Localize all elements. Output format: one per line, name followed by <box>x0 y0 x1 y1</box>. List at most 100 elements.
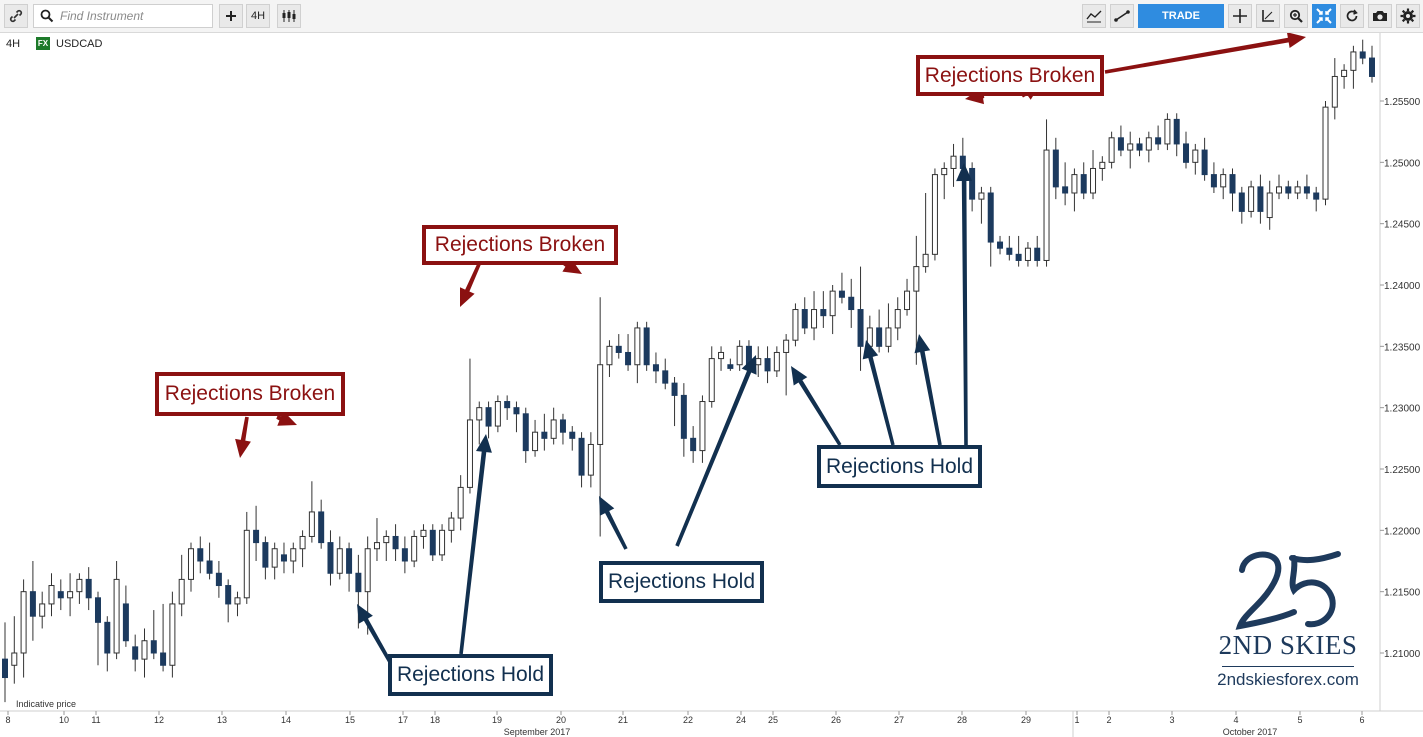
date-axis: 8 10 11 12 13 14 15 17 18 19 20 21 22 24 25 26 27 28 29 1 2 3… <box>0 710 1423 737</box>
candle-body-up <box>1099 161 1106 169</box>
price-tick-label: 1.21500 <box>1384 588 1421 599</box>
candle <box>1155 125 1162 151</box>
candle <box>1173 113 1180 157</box>
candle-body-up <box>922 253 929 268</box>
find-instrument-input[interactable] <box>60 8 208 24</box>
studies-icon <box>1086 10 1102 23</box>
candle <box>1117 125 1124 157</box>
candle-body-up <box>20 591 27 654</box>
candle-body-down <box>625 351 632 366</box>
date-tick-label: 5 <box>1297 715 1302 725</box>
candle <box>792 303 799 347</box>
timeframe-button[interactable]: 4H <box>246 4 270 28</box>
candle-body-up <box>336 548 343 574</box>
annotation-arrow <box>956 163 973 445</box>
candle-body-down <box>690 437 697 452</box>
zoom-button[interactable] <box>1284 4 1308 28</box>
crosshair-button[interactable] <box>1228 4 1252 28</box>
add-instrument-button[interactable] <box>219 4 243 28</box>
candle-body-up <box>1276 186 1283 194</box>
candle <box>20 579 27 678</box>
price-chart[interactable]: 1.25500 1.25000 1.24500 1.24000 1.23500 1.230… <box>0 33 1423 737</box>
candle <box>1248 180 1255 218</box>
date-tick-label: 25 <box>768 715 778 725</box>
candle <box>57 579 64 611</box>
camera-icon <box>1373 11 1387 21</box>
candle-body-up <box>373 542 380 550</box>
candle <box>262 536 269 580</box>
candle <box>197 536 204 574</box>
candle-body-down <box>1117 137 1124 151</box>
refresh-icon <box>1346 9 1358 22</box>
candles-layer <box>2 39 1375 703</box>
candle-body-up <box>755 358 762 366</box>
link-icon[interactable] <box>4 4 28 28</box>
candle <box>1322 101 1329 206</box>
fit-button[interactable] <box>1312 4 1336 28</box>
price-tick-label: 1.22500 <box>1384 465 1421 476</box>
candle-body-down <box>197 548 204 562</box>
candle <box>1201 137 1208 181</box>
candle-body-down <box>150 640 157 654</box>
candle-body-up <box>457 486 464 519</box>
settings-button[interactable] <box>1396 4 1420 28</box>
candle-body-up <box>383 535 390 544</box>
candle-body-up <box>931 174 938 255</box>
candle <box>290 542 297 574</box>
measure-button[interactable] <box>1256 4 1280 28</box>
candle-body-down <box>392 535 399 550</box>
candle-body-up <box>783 339 790 353</box>
symbol-name: USDCAD <box>56 38 103 50</box>
candle-body-down <box>1369 57 1375 77</box>
snapshot-button[interactable] <box>1368 4 1392 28</box>
candle-body-down <box>1238 192 1245 212</box>
candle-body-up <box>829 290 836 317</box>
candle <box>736 340 743 371</box>
candle <box>1164 113 1171 151</box>
candle <box>690 426 697 463</box>
candle-body-down <box>485 407 492 427</box>
candle-body-up <box>708 358 715 403</box>
candle-body-down <box>1136 143 1143 151</box>
refresh-button[interactable] <box>1340 4 1364 28</box>
annotation-arrow <box>357 604 392 663</box>
studies-button[interactable] <box>1082 4 1106 28</box>
annotation-arrow <box>561 257 582 274</box>
candle-body-up <box>1108 137 1115 163</box>
zoom-icon <box>1289 9 1303 23</box>
gear-icon <box>1400 8 1416 24</box>
annotation-arrow <box>460 261 482 307</box>
candle <box>801 297 808 335</box>
annotation-rejections-hold-2: Rejections Hold <box>599 561 764 603</box>
candle-body-up <box>634 327 641 366</box>
draw-line-button[interactable] <box>1110 4 1134 28</box>
date-tick-label: 24 <box>736 715 746 725</box>
candle <box>811 291 818 341</box>
chart-type-button[interactable] <box>277 4 301 28</box>
annotation-arrow <box>276 410 297 426</box>
candle-body-down <box>429 529 436 556</box>
candle-body-up <box>913 266 920 292</box>
candle-body-down <box>1201 149 1208 176</box>
candle <box>234 591 241 617</box>
candle-body-up <box>364 548 371 593</box>
candle <box>2 622 8 703</box>
candle-body-up <box>178 578 185 605</box>
candle-body-down <box>1285 186 1292 194</box>
date-tick-label: 20 <box>556 715 566 725</box>
candle <box>411 530 418 568</box>
candle <box>132 634 139 672</box>
candle-body-down <box>401 548 408 562</box>
candle-body-up <box>439 529 446 556</box>
candle <box>978 186 985 224</box>
price-tick-label: 1.22000 <box>1384 526 1421 537</box>
candle-body-up <box>1043 149 1050 261</box>
candle-body-down <box>215 572 222 587</box>
candle <box>718 346 725 371</box>
candle <box>29 561 36 641</box>
logo-url: 2ndskiesforex.com <box>1217 670 1359 689</box>
candle <box>885 303 892 353</box>
candle-body-up <box>792 309 799 341</box>
trade-button[interactable]: TRADE <box>1138 4 1224 28</box>
find-instrument-box[interactable] <box>33 4 213 28</box>
